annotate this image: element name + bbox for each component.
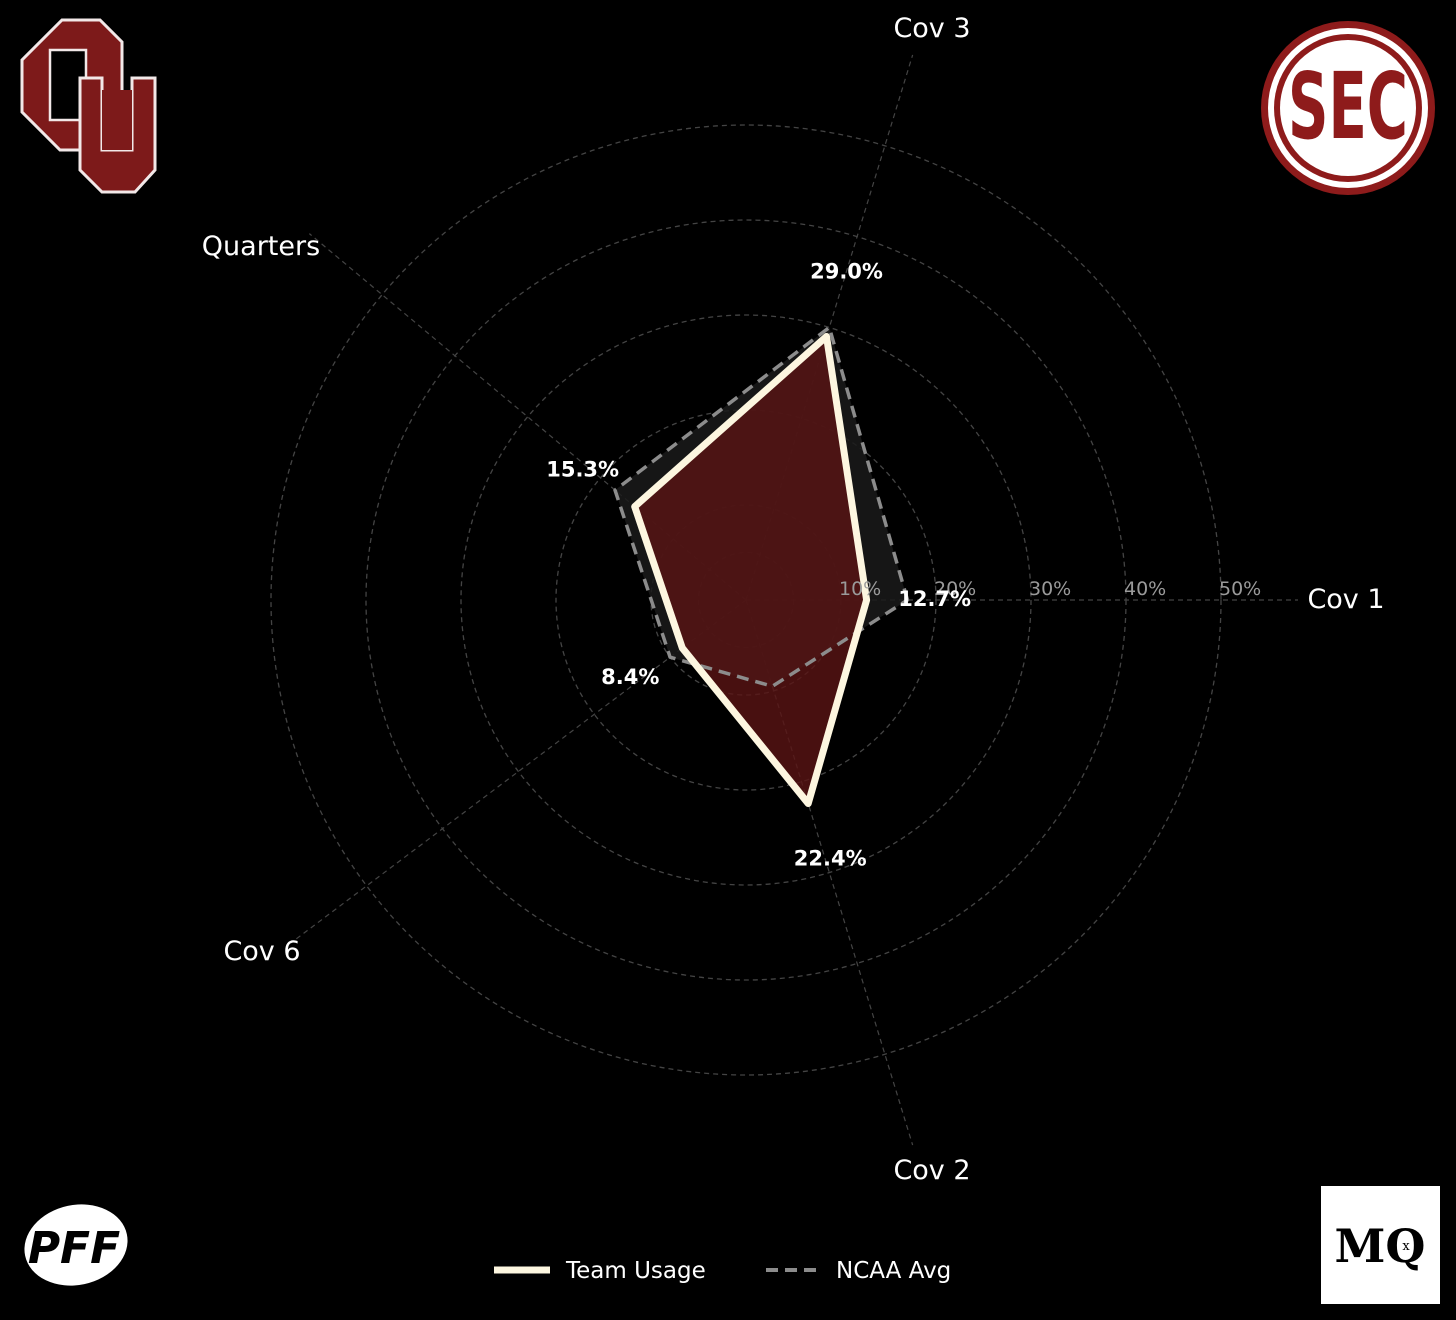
value-label: 12.7% bbox=[898, 587, 971, 611]
pff-logo-text: PFF bbox=[28, 1223, 120, 1274]
pff-logo-icon: PFF bbox=[24, 1204, 128, 1286]
grid-ring bbox=[460, 314, 1032, 886]
mq-logo-icon: MQ x bbox=[1321, 1186, 1440, 1304]
category-labels: Cov 1 Cov 3 Quarters Cov 6 Cov 2 bbox=[202, 13, 1385, 1186]
team-area bbox=[634, 336, 867, 804]
legend-team-label: Team Usage bbox=[565, 1258, 706, 1284]
category-label: Cov 6 bbox=[223, 936, 300, 967]
radial-tick-label: 50% bbox=[1219, 578, 1261, 600]
category-label: Cov 3 bbox=[893, 13, 970, 44]
series-layer bbox=[613, 325, 910, 807]
sec-logo-text: SEC bbox=[1288, 53, 1408, 160]
radial-tick-labels: 10% 20% 30% 40% 50% bbox=[839, 578, 1261, 600]
legend: Team Usage NCAA Avg bbox=[494, 1258, 951, 1284]
radial-tick-label: 40% bbox=[1124, 578, 1166, 600]
value-label: 22.4% bbox=[794, 847, 867, 871]
category-label: Cov 1 bbox=[1307, 584, 1384, 615]
radial-tick-label: 10% bbox=[839, 578, 881, 600]
ou-logo-icon bbox=[20, 18, 157, 194]
radial-tick-label: 20% bbox=[934, 578, 976, 600]
value-label: 29.0% bbox=[810, 260, 883, 284]
team-line bbox=[631, 333, 871, 807]
sec-logo-icon: SEC bbox=[1261, 21, 1435, 195]
mq-logo-text: MQ bbox=[1335, 1219, 1426, 1273]
value-label: 15.3% bbox=[546, 458, 619, 482]
avg-line bbox=[613, 325, 910, 689]
grid-ring bbox=[270, 124, 1222, 1076]
mq-logo-mark: x bbox=[1402, 1239, 1410, 1254]
value-labels: 12.7% 29.0% 15.3% 8.4% 22.4% bbox=[546, 260, 971, 871]
category-label: Quarters bbox=[202, 231, 320, 262]
radial-tick-label: 30% bbox=[1029, 578, 1071, 600]
category-label: Cov 2 bbox=[893, 1155, 970, 1186]
value-label: 8.4% bbox=[601, 665, 659, 689]
legend-avg-label: NCAA Avg bbox=[836, 1258, 951, 1284]
